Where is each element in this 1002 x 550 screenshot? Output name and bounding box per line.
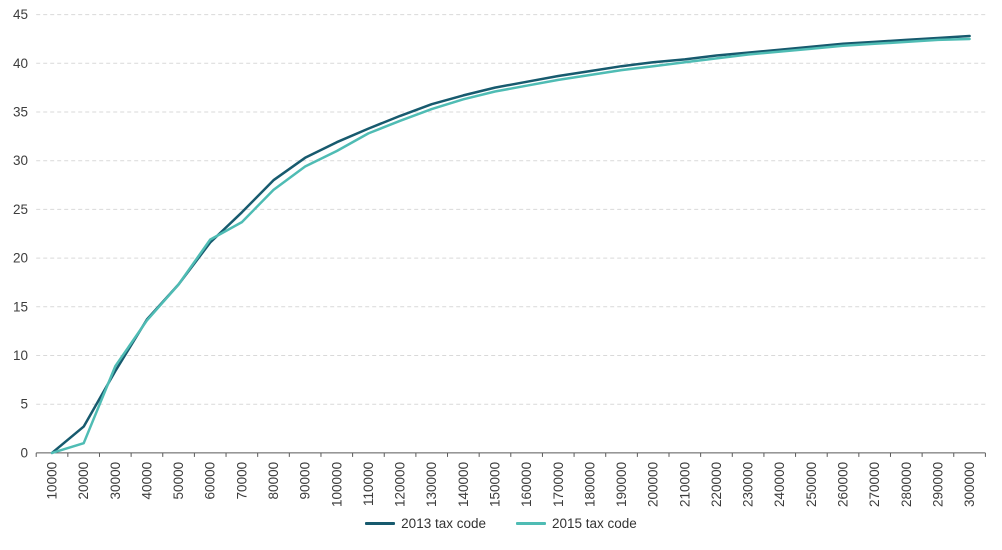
x-tick-label: 240000 [772,462,787,507]
x-tick-label: 150000 [487,462,502,507]
legend-line-swatch [516,522,546,525]
series-line-2015-tax-code [50,37,971,455]
x-tick-label: 170000 [551,462,566,507]
x-tick-label: 40000 [139,462,154,500]
legend-line-swatch [365,522,396,525]
x-tick-label: 60000 [203,462,218,500]
x-tick-label: 160000 [519,462,534,507]
chart-plot-area: 0 5 10 15 20 25 30 35 40 45 10000 20000 30000 40000 50… [13,7,986,507]
legend-label: 2015 tax code [552,516,637,531]
y-tick-label: 45 [13,7,28,22]
x-tick-label: 280000 [899,462,914,507]
x-tick-label: 100000 [329,462,344,507]
x-tick-label: 200000 [646,462,661,507]
y-tick-label: 10 [13,348,28,363]
x-tick-label: 220000 [709,462,724,507]
y-tick-label: 0 [20,445,28,460]
y-tick-label: 5 [20,397,28,412]
x-tick-label: 50000 [171,462,186,500]
x-tick-label: 250000 [804,462,819,507]
y-tick-label: 20 [13,251,28,266]
x-tick-label: 130000 [424,462,439,507]
y-tick-label: 15 [13,299,28,314]
y-tick-label: 25 [13,202,28,217]
legend-item-2013-tax-code: 2013 tax code [365,516,486,531]
x-tick-label: 110000 [361,462,376,506]
legend-label: 2013 tax code [401,516,486,531]
x-tick-label: 210000 [677,462,692,507]
y-tick-label: 35 [13,105,28,120]
chart-legend: 2013 tax code 2015 tax code [0,516,1002,531]
y-tick-label: 40 [13,56,28,71]
x-tick-label: 70000 [234,462,249,500]
x-tick-label: 300000 [962,462,977,507]
y-tick-label: 30 [13,153,28,168]
x-tick-label: 190000 [614,462,629,507]
series-line-2013-tax-code [50,34,971,455]
x-tick-label: 180000 [582,462,597,507]
x-tick-label: 270000 [867,462,882,507]
x-tick-label: 80000 [266,462,281,500]
x-tick-label: 10000 [45,462,60,500]
legend-item-2015-tax-code: 2015 tax code [516,516,637,531]
x-tick-label: 260000 [836,462,851,507]
x-tick-label: 20000 [76,462,91,500]
x-tick-label: 290000 [930,462,945,507]
x-tick-label: 140000 [456,462,471,507]
x-tick-label: 120000 [393,462,408,507]
x-tick-label: 30000 [108,462,123,500]
x-tick-label: 230000 [741,462,756,507]
x-tick-label: 90000 [298,462,313,500]
